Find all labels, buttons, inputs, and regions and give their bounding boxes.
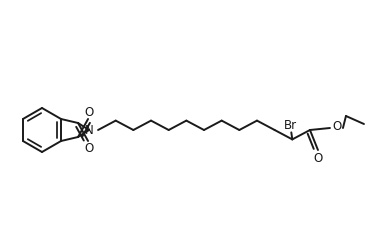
Text: O: O [332,121,342,133]
Text: Br: Br [284,119,297,132]
Text: N: N [85,124,93,137]
Text: O: O [84,106,94,119]
Text: O: O [313,151,323,164]
Text: O: O [84,142,94,155]
